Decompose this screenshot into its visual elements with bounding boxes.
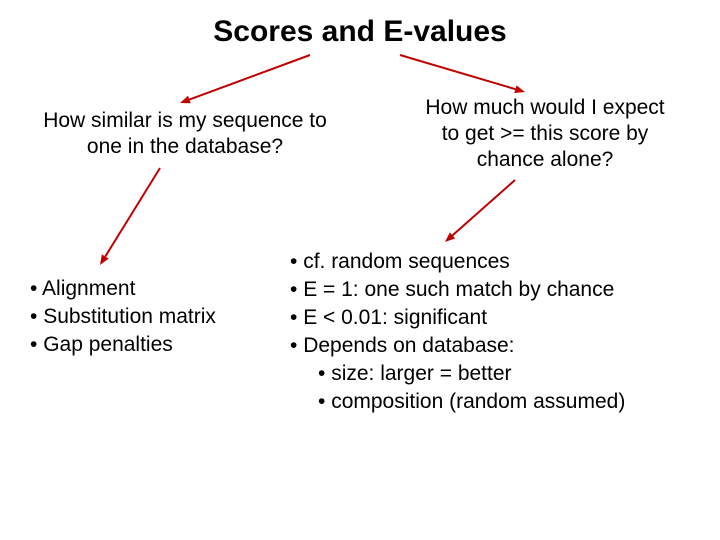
list-item: Alignment [30,275,280,303]
right-bullet-ul: cf. random sequencesE = 1: one such matc… [290,248,710,416]
list-item: Depends on database: [290,332,710,360]
left-bullet-list: AlignmentSubstitution matrixGap penaltie… [30,275,280,359]
right-question: How much would I expectto get >= this sc… [400,95,690,173]
arrow-head-icon [514,85,525,93]
arrow-line [400,55,515,89]
list-item: size: larger = better [290,360,710,388]
left_q-line: one in the database? [20,134,350,160]
list-item: E = 1: one such match by chance [290,276,710,304]
left-question: How similar is my sequence toone in the … [20,108,350,160]
slide-title: Scores and E-values [200,15,520,49]
list-item: Substitution matrix [30,303,280,331]
list-item: Gap penalties [30,331,280,359]
right-bullet-list: cf. random sequencesE = 1: one such matc… [290,248,710,416]
list-item: cf. random sequences [290,248,710,276]
arrow-head-icon [445,232,455,242]
list-item: E < 0.01: significant [290,304,710,332]
right_q-line: How much would I expect [400,95,690,121]
list-item: composition (random assumed) [290,388,710,416]
arrow-head-icon [180,96,191,104]
arrow-line [189,55,310,100]
right_q-line: to get >= this score by [400,121,690,147]
right_q-line: chance alone? [400,147,690,173]
left-bullet-ul: AlignmentSubstitution matrixGap penaltie… [30,275,280,359]
arrow-line [105,168,160,256]
left_q-line: How similar is my sequence to [20,108,350,134]
arrow-head-icon [100,254,109,265]
arrow-line [452,180,515,235]
